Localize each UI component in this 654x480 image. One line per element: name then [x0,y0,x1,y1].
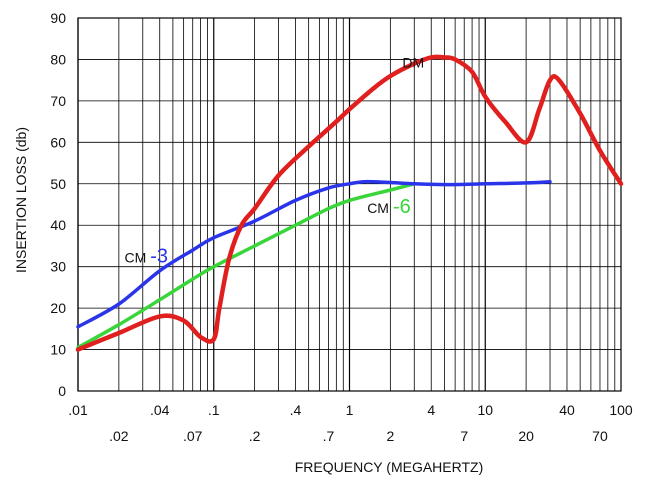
tick-labels: .01 .04 .1 .4 1 4 10 40 100 .02 .07 .2 .7 2 7 20 70 0 10 20… [50,10,632,444]
grid [77,17,622,392]
x-tick-label: 1 [346,402,354,418]
y-tick-label: 70 [50,93,66,109]
y-tick-label: 40 [50,217,66,233]
series-labels: DM CM -3 CM -6 [124,55,424,268]
y-axis-title: INSERTION LOSS (db) [13,127,29,273]
series-lines [75,54,624,352]
y-tick-label: 20 [50,300,66,316]
x-tick-label: 2 [386,428,394,444]
series-label-dm: DM [402,55,424,71]
y-tick-label: 50 [50,176,66,192]
x-tick-label: 7 [460,428,468,444]
y-tick-label: 30 [50,259,66,275]
x-tick-label: .1 [208,402,220,418]
y-tick-label: 0 [58,383,66,399]
x-tick-label: .7 [323,428,335,444]
x-tick-label: 70 [592,428,608,444]
x-axis-title: FREQUENCY (MEGAHERTZ) [295,459,484,475]
x-tick-label: 4 [427,402,435,418]
x-tick-label: .07 [183,428,203,444]
x-tick-label: 40 [559,402,575,418]
x-tick-label: .4 [290,402,302,418]
y-tick-label: 10 [50,342,66,358]
x-tick-label: .01 [68,402,88,418]
y-tick-label: 80 [50,51,66,67]
x-tick-label: 100 [609,402,633,418]
series-line-cm-3 [76,179,552,329]
x-tick-label: .02 [109,428,129,444]
y-tick-label: 90 [50,10,66,26]
x-tick-label: 10 [477,402,493,418]
x-tick-label: .2 [249,428,261,444]
series-line-cm-6 [76,182,417,350]
x-tick-label: .04 [150,402,170,418]
x-tick-label: 20 [518,428,534,444]
series-label-cm-3: CM -3 [124,246,168,268]
series-label-cm-6: CM -6 [367,196,411,218]
series-line-dm [75,54,624,352]
y-tick-label: 60 [50,134,66,150]
